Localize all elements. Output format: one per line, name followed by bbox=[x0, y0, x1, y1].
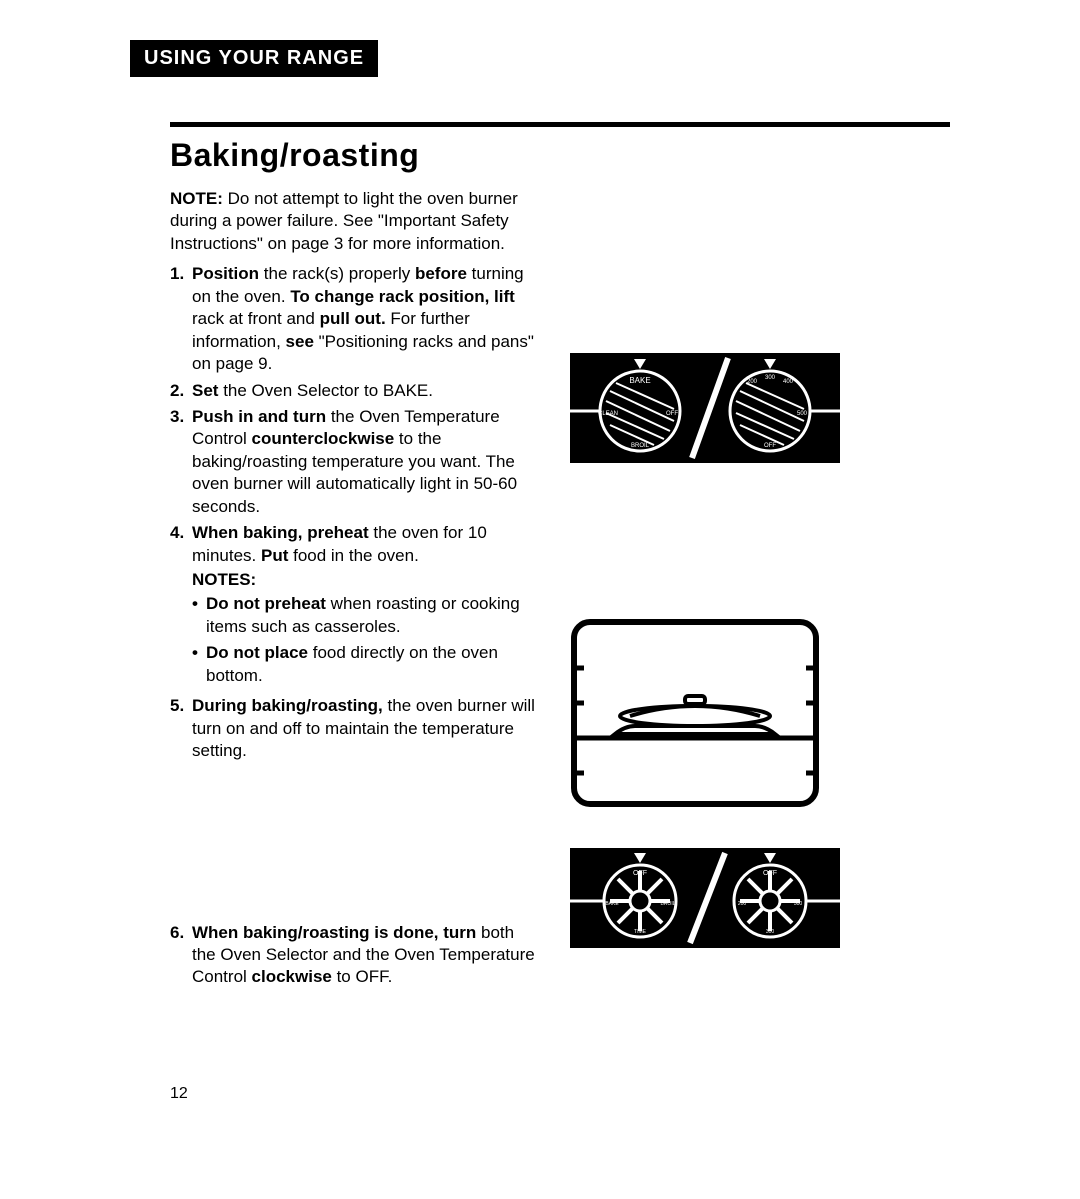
bold-run: When baking, preheat bbox=[192, 523, 369, 542]
svg-text:OFF: OFF bbox=[633, 870, 647, 877]
step-body: Position the rack(s) properly before tur… bbox=[192, 263, 540, 375]
svg-text:BAKE: BAKE bbox=[629, 376, 650, 385]
step-body: When baking, preheat the oven for 10 min… bbox=[192, 522, 540, 691]
horizontal-rule bbox=[170, 122, 950, 127]
svg-text:200: 200 bbox=[747, 379, 758, 385]
step-number: 2. bbox=[170, 380, 192, 402]
bold-run: Put bbox=[261, 546, 288, 565]
step-body: When baking/roasting is done, turn both … bbox=[192, 922, 540, 989]
notes-bullets: •Do not preheat when roasting or cooking… bbox=[192, 593, 540, 687]
bullet-dot: • bbox=[192, 642, 206, 687]
step-item: 3.Push in and turn the Oven Temperature … bbox=[170, 406, 540, 518]
dial-panel-off-icon: OFF BAKE BROIL TIME bbox=[570, 848, 840, 948]
bold-run: When baking/roasting is done, turn bbox=[192, 923, 476, 942]
step-item: 5.During baking/roasting, the oven burne… bbox=[170, 695, 540, 762]
bold-run: Set bbox=[192, 381, 218, 400]
note-text: Do not attempt to light the oven burner … bbox=[170, 189, 518, 253]
svg-text:TIME: TIME bbox=[634, 929, 647, 935]
page-number: 12 bbox=[170, 1085, 188, 1103]
svg-text:BAKE: BAKE bbox=[605, 901, 619, 907]
svg-text:OFF: OFF bbox=[666, 411, 678, 417]
bold-run: Do not preheat bbox=[206, 594, 326, 613]
svg-text:300: 300 bbox=[765, 375, 776, 381]
text-run: food in the oven. bbox=[288, 546, 418, 565]
bold-run: Do not place bbox=[206, 643, 308, 662]
step-number: 5. bbox=[170, 695, 192, 762]
bold-run: before bbox=[415, 264, 467, 283]
svg-text:OFF: OFF bbox=[764, 443, 776, 449]
step-number: 4. bbox=[170, 522, 192, 691]
note-label: NOTE: bbox=[170, 189, 223, 208]
layout-spacer bbox=[170, 767, 540, 922]
bold-run: see bbox=[286, 332, 314, 351]
bold-run: During baking/roasting, bbox=[192, 696, 383, 715]
svg-text:BROIL: BROIL bbox=[660, 901, 675, 907]
bullet-text: Do not place food directly on the oven b… bbox=[206, 642, 540, 687]
text-run: rack at front and bbox=[192, 309, 320, 328]
step-item: 1.Position the rack(s) properly before t… bbox=[170, 263, 540, 375]
step-number: 1. bbox=[170, 263, 192, 375]
step-body: During baking/roasting, the oven burner … bbox=[192, 695, 540, 762]
text-run: to OFF. bbox=[332, 967, 392, 986]
step-item: 2.Set the Oven Selector to BAKE. bbox=[170, 380, 540, 402]
bold-run: counterclockwise bbox=[252, 429, 395, 448]
svg-text:500: 500 bbox=[797, 411, 808, 417]
svg-text:CLEAN: CLEAN bbox=[598, 411, 618, 417]
text-column: NOTE: Do not attempt to light the oven b… bbox=[170, 188, 540, 993]
bold-run: clockwise bbox=[252, 967, 332, 986]
svg-text:BROIL: BROIL bbox=[631, 443, 650, 449]
svg-text:400: 400 bbox=[783, 379, 794, 385]
step-body: Set the Oven Selector to BAKE. bbox=[192, 380, 540, 402]
section-tab: USING YOUR RANGE bbox=[130, 40, 378, 77]
text-run: the rack(s) properly bbox=[259, 264, 415, 283]
step-body: Push in and turn the Oven Temperature Co… bbox=[192, 406, 540, 518]
bold-run: pull out. bbox=[320, 309, 386, 328]
step-number: 3. bbox=[170, 406, 192, 518]
text-run: the Oven Selector to BAKE. bbox=[218, 381, 433, 400]
bold-run: To change rack position, lift bbox=[290, 287, 515, 306]
oven-rack-dish-icon bbox=[570, 618, 840, 808]
step-item: 4.When baking, preheat the oven for 10 m… bbox=[170, 522, 540, 691]
svg-text:300: 300 bbox=[766, 929, 775, 935]
bullet-text: Do not preheat when roasting or cooking … bbox=[206, 593, 540, 638]
figure-column: BAKE CLEAN OFF BROIL bbox=[570, 188, 880, 993]
step-item: 6.When baking/roasting is done, turn bot… bbox=[170, 922, 540, 989]
bullet-dot: • bbox=[192, 593, 206, 638]
svg-text:OFF: OFF bbox=[763, 870, 777, 877]
bold-run: Position bbox=[192, 264, 259, 283]
svg-text:200: 200 bbox=[738, 901, 747, 907]
dial-panel-bake-icon: BAKE CLEAN OFF BROIL bbox=[570, 353, 840, 463]
bullet-item: •Do not preheat when roasting or cooking… bbox=[192, 593, 540, 638]
bullet-item: •Do not place food directly on the oven … bbox=[192, 642, 540, 687]
note-block: NOTE: Do not attempt to light the oven b… bbox=[170, 188, 540, 255]
steps-list: 1.Position the rack(s) properly before t… bbox=[170, 263, 540, 989]
bold-run: Push in and turn bbox=[192, 407, 326, 426]
page-title: Baking/roasting bbox=[170, 137, 950, 174]
notes-label: NOTES: bbox=[192, 569, 540, 591]
svg-text:500: 500 bbox=[794, 901, 803, 907]
step-number: 6. bbox=[170, 922, 192, 989]
